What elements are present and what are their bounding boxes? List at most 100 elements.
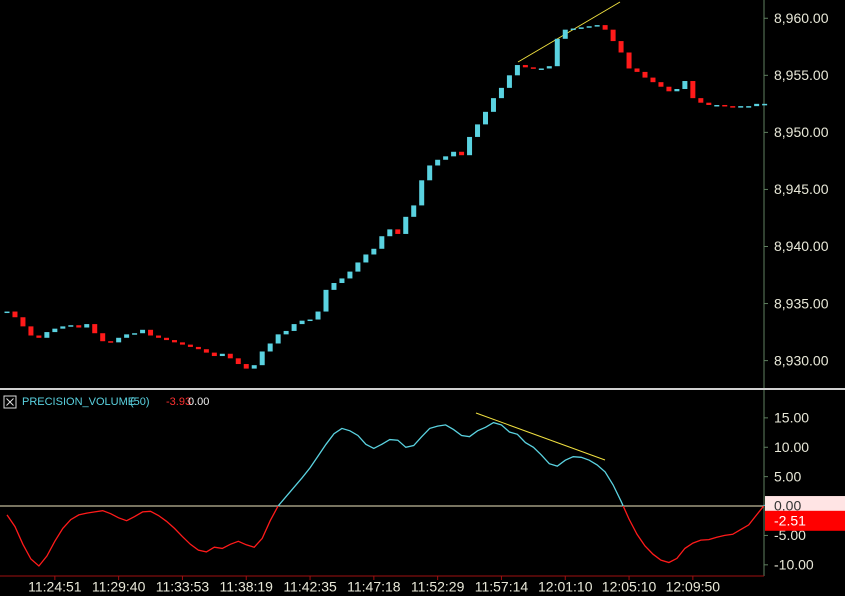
candle bbox=[84, 324, 90, 328]
candle bbox=[634, 68, 640, 72]
candle bbox=[419, 180, 425, 206]
candle bbox=[171, 340, 177, 343]
candle bbox=[36, 335, 42, 338]
value-marker-label: -2.51 bbox=[774, 513, 806, 529]
candle bbox=[562, 29, 568, 39]
candle bbox=[331, 283, 337, 290]
x-tick-label: 11:24:51 bbox=[28, 579, 82, 595]
candle bbox=[754, 103, 760, 107]
candle bbox=[682, 81, 688, 90]
candle bbox=[307, 319, 313, 322]
candle bbox=[379, 236, 385, 249]
candle bbox=[698, 98, 704, 103]
candle bbox=[467, 136, 473, 156]
y-tick-label: 8,930.00 bbox=[774, 352, 829, 368]
candle bbox=[44, 332, 50, 338]
candle bbox=[116, 337, 122, 343]
candle bbox=[427, 165, 433, 181]
candle bbox=[92, 324, 98, 334]
x-tick-label: 12:01:10 bbox=[538, 579, 593, 595]
candle bbox=[706, 102, 712, 105]
y-tick-label: 8,940.00 bbox=[774, 238, 829, 254]
candle bbox=[451, 151, 457, 157]
candle bbox=[20, 317, 26, 327]
y-tick-label: 8,955.00 bbox=[774, 67, 829, 83]
x-tick-label: 11:52:29 bbox=[411, 579, 465, 595]
candle bbox=[738, 106, 744, 108]
candle bbox=[435, 159, 441, 166]
x-tick-label: 11:29:40 bbox=[92, 579, 146, 595]
close-icon[interactable] bbox=[6, 398, 14, 406]
candle bbox=[187, 344, 193, 347]
candle bbox=[411, 205, 417, 217]
x-tick-label: 11:47:18 bbox=[347, 579, 401, 595]
candle bbox=[100, 333, 106, 342]
candle bbox=[762, 103, 768, 106]
candle bbox=[323, 289, 329, 312]
candle bbox=[235, 358, 241, 365]
candle bbox=[12, 311, 18, 318]
y-tick-label: 10.00 bbox=[774, 439, 809, 455]
candle bbox=[506, 75, 512, 88]
candle bbox=[164, 337, 169, 341]
close-box[interactable] bbox=[3, 395, 17, 409]
candle bbox=[148, 329, 154, 336]
candle bbox=[554, 38, 560, 67]
candle bbox=[403, 216, 409, 234]
candle bbox=[546, 66, 552, 69]
x-tick-label: 11:42:35 bbox=[283, 579, 337, 595]
candle bbox=[666, 86, 672, 92]
x-tick-label: 11:38:19 bbox=[220, 579, 274, 595]
candle bbox=[714, 104, 720, 107]
candle bbox=[227, 353, 233, 359]
candle bbox=[140, 329, 146, 334]
candle bbox=[387, 229, 393, 237]
candle bbox=[746, 106, 752, 108]
candle bbox=[315, 311, 321, 320]
candle bbox=[203, 349, 209, 353]
candle bbox=[522, 65, 528, 68]
indicator-line bbox=[6, 421, 766, 567]
candle bbox=[395, 229, 401, 234]
candle bbox=[347, 271, 353, 279]
candle bbox=[475, 124, 481, 137]
indicator-value: 0.00 bbox=[188, 396, 209, 408]
x-tick-label: 11:33:53 bbox=[156, 579, 210, 595]
candle bbox=[355, 262, 361, 272]
candle bbox=[490, 98, 496, 112]
candle bbox=[626, 52, 632, 69]
candle bbox=[610, 29, 616, 42]
indicator-value: -3.93 bbox=[166, 396, 191, 408]
candle bbox=[578, 27, 584, 29]
candle bbox=[730, 106, 736, 108]
candle bbox=[722, 104, 728, 107]
candle bbox=[371, 248, 377, 255]
y-tick-label: 15.00 bbox=[774, 410, 809, 426]
candle bbox=[283, 330, 289, 335]
candle bbox=[267, 343, 273, 352]
trend-line bbox=[517, 1, 621, 63]
candle bbox=[586, 26, 592, 28]
candle bbox=[219, 353, 225, 357]
candle bbox=[570, 28, 576, 31]
candle bbox=[443, 156, 449, 160]
value-marker-label: 0.00 bbox=[774, 498, 801, 514]
y-tick-label: 8,950.00 bbox=[774, 124, 829, 140]
candle bbox=[156, 335, 162, 338]
candle bbox=[251, 365, 257, 369]
candle bbox=[76, 325, 82, 328]
candle bbox=[459, 151, 465, 156]
candle bbox=[275, 334, 281, 344]
candle bbox=[28, 326, 34, 336]
candle bbox=[259, 351, 265, 366]
candle bbox=[179, 342, 185, 345]
candle bbox=[291, 324, 297, 331]
y-tick-label: 5.00 bbox=[774, 468, 801, 484]
candle bbox=[538, 68, 544, 70]
candle bbox=[243, 364, 249, 369]
candle bbox=[650, 77, 656, 83]
candle bbox=[483, 111, 488, 125]
candle bbox=[60, 326, 66, 329]
